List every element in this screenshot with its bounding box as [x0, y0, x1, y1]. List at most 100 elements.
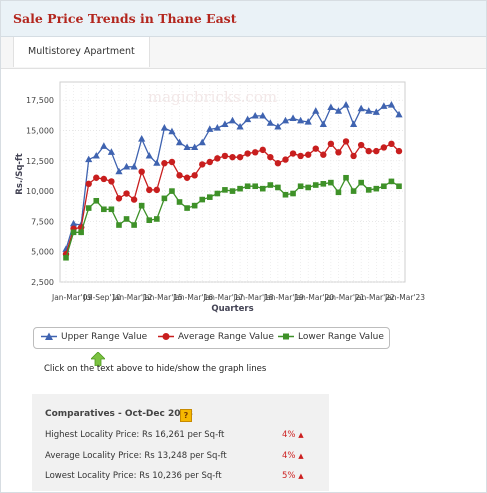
data-point-lower [101, 206, 107, 213]
data-point-lower [328, 179, 334, 186]
data-point-average [312, 145, 319, 152]
y-tick-label: 12,500 [26, 157, 54, 166]
data-point-average [350, 152, 357, 160]
data-point-upper [244, 115, 252, 123]
price-trend-chart: magicbricks.com 2,500 5,000 7,500 10,000 12,5… [15, 81, 425, 314]
data-point-upper [251, 111, 259, 119]
x-tick-label: Jan-Mar'23 [384, 293, 425, 302]
x-tick-label: Jan-Mar'18 [233, 293, 274, 302]
data-point-upper [92, 151, 100, 159]
data-point-upper [274, 122, 282, 130]
data-point-upper [228, 116, 237, 124]
data-point-upper [380, 102, 388, 109]
y-tick-label: 5,000 [31, 248, 54, 257]
data-point-average [123, 190, 130, 197]
chart-legend: Upper Range Value Average Range Value Lo… [33, 327, 390, 349]
data-point-upper [266, 119, 274, 126]
data-point-upper [107, 148, 116, 155]
x-tick-label: Jan-Mar'21 [323, 293, 364, 302]
data-point-upper [69, 219, 78, 227]
data-point-upper [122, 162, 131, 170]
circle-marker-icon [158, 333, 174, 340]
data-point-lower [373, 185, 380, 192]
legend-upper-range[interactable]: Upper Range Value [41, 332, 147, 342]
data-point-lower [259, 185, 266, 192]
data-point-upper [372, 108, 380, 115]
data-point-lower [131, 222, 137, 228]
data-point-upper [145, 151, 153, 159]
data-point-lower [70, 229, 77, 236]
data-point-average [214, 155, 221, 162]
data-point-average [357, 141, 365, 149]
page-header: Sale Price Trends in Thane East [1, 1, 486, 37]
up-triangle-icon: ▲ [298, 472, 304, 480]
data-point-lower [161, 195, 168, 202]
page-title: Sale Price Trends in Thane East [13, 11, 237, 26]
data-point-lower [93, 197, 100, 204]
data-point-average [289, 150, 297, 157]
data-point-average [259, 146, 266, 154]
data-point-average [206, 158, 213, 166]
data-point-lower [169, 188, 175, 194]
comparatives-title: Comparatives - Oct-Dec 2023 [45, 409, 194, 419]
data-point-upper [334, 107, 343, 114]
data-point-upper [175, 138, 184, 146]
data-point-lower [320, 181, 327, 187]
data-point-upper [312, 107, 320, 114]
data-point-average [236, 153, 244, 161]
y-tick-label: 7,500 [31, 217, 54, 226]
data-point-upper [297, 116, 305, 124]
data-point-lower [138, 202, 145, 209]
data-point-lower [350, 188, 357, 194]
y-axis-label: Rs./Sq-ft [15, 153, 25, 194]
legend-hint: Click on the text above to hide/show the… [44, 364, 267, 374]
average-price-row: Average Locality Price: Rs 13,248 per Sq… [45, 451, 227, 461]
legend-average-range[interactable]: Average Range Value [158, 332, 274, 342]
data-point-upper [259, 111, 267, 119]
data-point-upper [357, 104, 365, 112]
data-point-average [199, 161, 206, 168]
x-tick-label: Jan-Mar'12 [112, 293, 153, 302]
up-arrow-icon [91, 352, 105, 366]
y-tick-label: 15,000 [26, 126, 54, 135]
lowest-price-change: 5% ▲ [282, 471, 304, 481]
data-point-average [108, 178, 115, 185]
tab-multistorey-apartment[interactable]: Multistorey Apartment [13, 37, 150, 67]
lowest-price-row: Lowest Locality Price: Rs 10,236 per Sq-… [45, 471, 222, 481]
data-point-upper [281, 116, 290, 124]
data-point-lower [176, 199, 183, 205]
data-point-upper [115, 167, 123, 175]
data-point-upper [395, 110, 403, 118]
data-point-average [380, 144, 388, 151]
data-point-average [138, 168, 145, 175]
data-point-upper [365, 107, 373, 114]
square-marker-icon [278, 333, 294, 340]
highest-price-change: 4% ▲ [282, 430, 304, 440]
data-point-lower [214, 190, 221, 197]
legend-lower-range[interactable]: Lower Range Value [278, 332, 384, 342]
data-point-upper [153, 159, 161, 166]
data-point-lower [365, 187, 372, 193]
data-point-lower [335, 189, 342, 196]
data-point-upper [100, 142, 108, 149]
data-point-average [176, 172, 183, 179]
data-point-average [274, 160, 282, 167]
data-point-average [267, 153, 274, 161]
x-tick-label: Jan-Mar'22 [354, 293, 395, 302]
help-icon[interactable]: ? [180, 409, 192, 422]
data-point-lower [206, 194, 213, 200]
data-point-average [373, 147, 380, 155]
data-point-average [191, 172, 198, 179]
data-point-upper [160, 124, 168, 131]
data-point-lower [199, 196, 206, 203]
legend-label-average: Average Range Value [178, 332, 274, 342]
data-point-upper [236, 122, 244, 130]
data-point-average [252, 149, 259, 156]
data-point-lower [282, 191, 289, 198]
data-point-lower [244, 183, 251, 190]
data-point-upper [387, 101, 396, 108]
data-point-upper [168, 127, 176, 135]
data-point-average [388, 140, 395, 148]
data-point-lower [267, 182, 274, 188]
legend-label-upper: Upper Range Value [61, 332, 148, 342]
